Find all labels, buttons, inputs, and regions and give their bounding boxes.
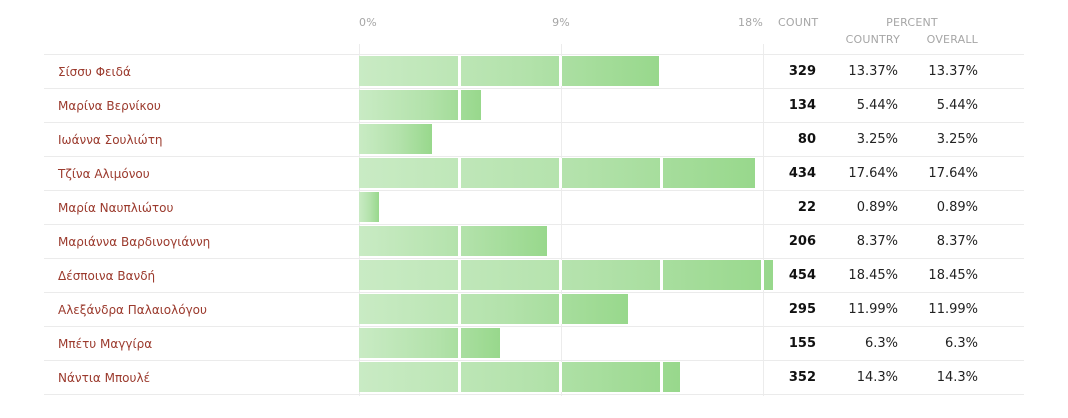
x-axis-tick-label: 9% (552, 16, 570, 29)
country-percent: 17.64% (848, 166, 898, 181)
row-divider (44, 360, 1024, 361)
bar-segment-gap (458, 328, 461, 358)
row-divider (44, 190, 1024, 191)
row-divider (44, 224, 1024, 225)
vote-count: 206 (788, 234, 816, 249)
overall-percent: 13.37% (928, 64, 978, 79)
bar-segment-gap (660, 362, 663, 392)
row-divider (44, 292, 1024, 293)
overall-percent: 0.89% (936, 200, 978, 215)
x-axis-tick-label: 0% (359, 16, 377, 29)
candidate-name[interactable]: Ιωάννα Σουλιώτη (58, 133, 163, 147)
country-column-header: COUNTRY (845, 33, 900, 46)
vote-count: 80 (797, 132, 816, 147)
x-axis-tick-label: 18% (737, 16, 763, 29)
bar (359, 328, 501, 358)
overall-percent: 8.37% (936, 234, 978, 249)
count-column-header: COUNT (778, 16, 819, 29)
bar (359, 260, 774, 290)
country-percent: 18.45% (848, 268, 898, 283)
bar-segment-gap (660, 260, 663, 290)
bar-segment-gap (761, 260, 764, 290)
bar (359, 294, 629, 324)
bar-segment-gap (559, 158, 562, 188)
bar (359, 90, 482, 120)
country-percent: 6.3% (864, 336, 898, 351)
vote-count: 352 (788, 370, 816, 385)
bar-segment-gap (458, 158, 461, 188)
candidate-name[interactable]: Νάντια Μπουλέ (58, 371, 151, 385)
country-percent: 3.25% (856, 132, 898, 147)
candidate-name[interactable]: Μαρίνα Βερνίκου (58, 99, 161, 113)
candidate-name[interactable]: Σίσσυ Φειδά (58, 65, 131, 79)
overall-percent: 6.3% (944, 336, 978, 351)
overall-percent: 5.44% (936, 98, 978, 113)
country-percent: 0.89% (856, 200, 898, 215)
vote-count: 134 (788, 98, 816, 113)
row-divider (44, 54, 1024, 55)
country-percent: 5.44% (856, 98, 898, 113)
bar (359, 226, 547, 256)
candidate-name[interactable]: Μαρία Ναυπλιώτου (58, 201, 174, 215)
country-percent: 14.3% (856, 370, 898, 385)
row-divider (44, 258, 1024, 259)
candidate-name[interactable]: Δέσποινα Βανδή (58, 269, 156, 283)
bar-segment-gap (458, 226, 461, 256)
row-divider (44, 122, 1024, 123)
bar-segment-gap (559, 56, 562, 86)
overall-column-header: OVERALL (926, 33, 978, 46)
vote-count: 155 (788, 336, 816, 351)
row-divider (44, 326, 1024, 327)
grid-line (561, 44, 562, 396)
candidate-name[interactable]: Τζίνα Αλιμόνου (58, 167, 150, 181)
bar-segment-gap (660, 158, 663, 188)
vote-count: 434 (788, 166, 816, 181)
bar-segment-gap (458, 260, 461, 290)
bar-segment-gap (559, 294, 562, 324)
country-percent: 11.99% (848, 302, 898, 317)
vote-count: 22 (797, 200, 816, 215)
candidate-name[interactable]: Αλεξάνδρα Παλαιολόγου (58, 303, 207, 317)
bar (359, 362, 680, 392)
vote-count: 329 (788, 64, 816, 79)
row-divider (44, 88, 1024, 89)
row-divider (44, 156, 1024, 157)
vote-count: 454 (788, 268, 816, 283)
overall-percent: 18.45% (928, 268, 978, 283)
bar-segment-gap (458, 294, 461, 324)
overall-percent: 11.99% (928, 302, 978, 317)
bar-segment-gap (458, 56, 461, 86)
percent-column-header: PERCENT (886, 16, 938, 29)
grid-line (763, 44, 764, 396)
bar (359, 158, 755, 188)
bar-segment-gap (559, 260, 562, 290)
overall-percent: 14.3% (936, 370, 978, 385)
candidate-name[interactable]: Μαριάννα Βαρδινογιάννη (58, 235, 211, 249)
overall-percent: 3.25% (936, 132, 978, 147)
bar-segment-gap (458, 362, 461, 392)
bar (359, 56, 660, 86)
country-percent: 13.37% (848, 64, 898, 79)
bar (359, 192, 379, 222)
bar-segment-gap (458, 90, 461, 120)
country-percent: 8.37% (856, 234, 898, 249)
bar-segment-gap (559, 362, 562, 392)
bar (359, 124, 432, 154)
overall-percent: 17.64% (928, 166, 978, 181)
vote-count: 295 (788, 302, 816, 317)
row-divider (44, 394, 1024, 395)
candidate-name[interactable]: Μπέτυ Μαγγίρα (58, 337, 153, 351)
